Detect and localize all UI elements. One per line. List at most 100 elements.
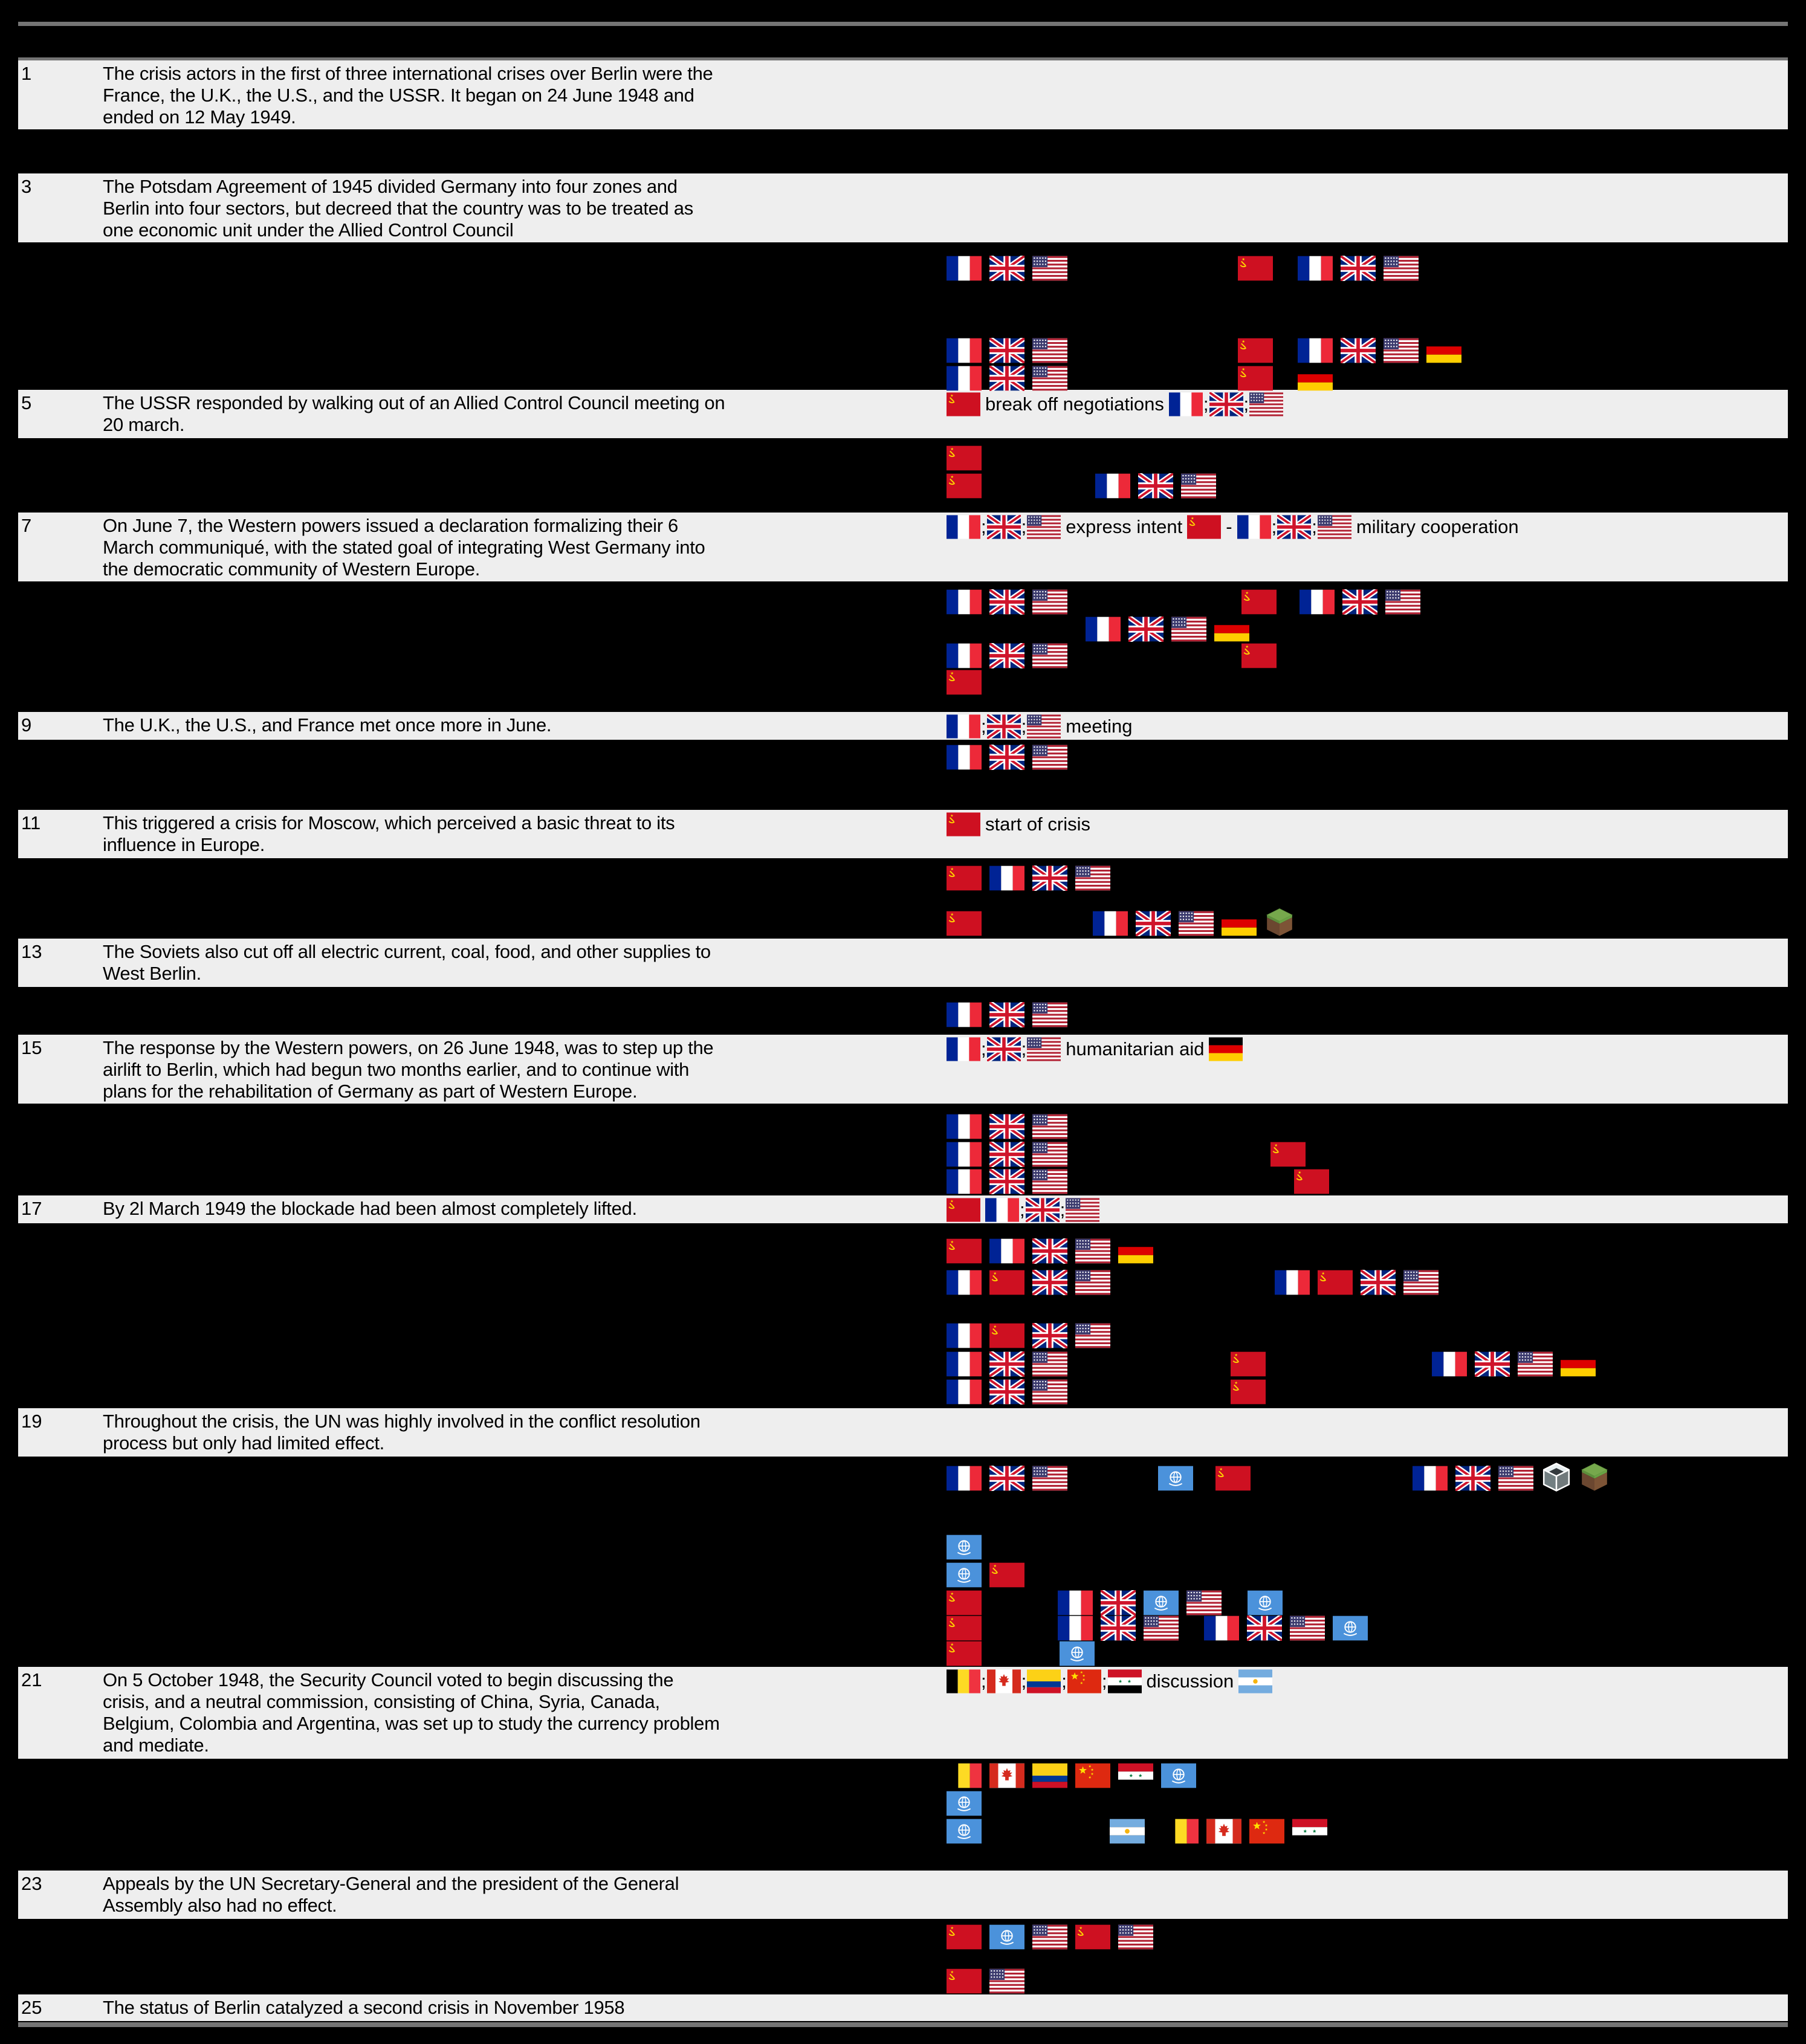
ussr-flag-icon — [947, 445, 982, 471]
row-text-line: Berlin into four sectors, but decreed th… — [103, 198, 693, 219]
un-flag-icon — [1144, 1590, 1179, 1615]
flag-group — [947, 1590, 982, 1616]
flag-group — [1058, 1590, 1222, 1616]
flag-group — [1413, 1462, 1610, 1492]
row-text: By 2l March 1949 the blockade had been a… — [103, 1198, 637, 1220]
flag-row — [0, 473, 1806, 499]
uk-flag-icon — [986, 1037, 1021, 1061]
row-text-line: process but only had limited effect. — [103, 1432, 384, 1454]
row-number: 23 — [21, 1873, 42, 1894]
ussr-flag-icon — [947, 865, 982, 891]
flag-group — [1248, 1590, 1283, 1616]
annotation-text: - — [1226, 516, 1232, 537]
uk-flag-icon — [986, 515, 1021, 539]
flag-group — [1231, 1351, 1266, 1377]
ussr-flag-icon — [989, 1270, 1024, 1295]
ussr-flag-icon — [947, 1968, 982, 1994]
france-flag-icon — [947, 1002, 982, 1027]
annotation-text: start of crisis — [985, 813, 1090, 835]
uk-flag-icon — [989, 1114, 1024, 1139]
flag-group — [947, 589, 1067, 615]
un-flag-icon — [1333, 1615, 1368, 1641]
usa-flag-icon — [1032, 589, 1067, 615]
france-flag-icon — [1275, 1270, 1310, 1295]
flag-group — [1238, 365, 1273, 392]
flag-group — [947, 255, 1067, 282]
ussr-flag-icon — [1294, 1169, 1329, 1194]
row-number: 19 — [21, 1411, 42, 1432]
flag-row — [0, 1762, 1806, 1789]
argentina-flag-icon — [1238, 1669, 1273, 1693]
flag-group — [947, 1615, 982, 1641]
un-flag-icon — [1248, 1590, 1283, 1615]
flag-row — [0, 1562, 1806, 1588]
usa-flag-icon — [1186, 1590, 1222, 1615]
usa-flag-icon — [1032, 366, 1067, 391]
row-annotation: ; ;; ; discussion — [947, 1667, 1273, 1695]
flag-group — [947, 1238, 1153, 1264]
france-flag-icon — [1237, 515, 1271, 539]
uk-flag-icon — [1101, 1590, 1136, 1615]
ussr-flag-icon — [1238, 338, 1273, 363]
flag-group — [947, 1269, 1110, 1296]
usa-flag-icon — [1027, 1037, 1061, 1061]
uk-flag-icon — [989, 1169, 1024, 1194]
usa-flag-icon — [1384, 256, 1419, 281]
un-flag-icon — [1060, 1641, 1095, 1666]
ussr-flag-icon — [1241, 589, 1277, 615]
uk-flag-icon — [989, 1351, 1024, 1377]
timeline-row-17: 17 By 2l March 1949 the blockade had been… — [18, 1195, 1788, 1223]
flag-group — [1058, 1615, 1179, 1641]
usa-flag-icon — [1032, 1924, 1067, 1950]
ussr-flag-icon — [947, 1590, 982, 1615]
flag-group — [1298, 337, 1461, 364]
france-flag-icon — [947, 515, 980, 539]
usa-flag-icon — [1032, 1142, 1067, 1167]
usa-flag-icon — [1075, 865, 1110, 891]
row-annotation: ; ; meeting — [947, 713, 1133, 740]
france-flag-icon — [947, 1114, 982, 1139]
timeline-row-25: 25 The status of Berlin catalyzed a secon… — [18, 1994, 1788, 2021]
row-text-line: airlift to Berlin, which had begun two m… — [103, 1059, 690, 1080]
row-text-line: Appeals by the UN Secretary-General and … — [103, 1873, 679, 1894]
flag-row — [0, 865, 1806, 891]
annotation-separator: ; — [1061, 1670, 1067, 1692]
france-flag-icon — [1299, 589, 1335, 615]
usa-flag-icon — [1171, 616, 1206, 642]
france-flag-icon — [989, 865, 1024, 891]
row-text-line: and mediate. — [103, 1735, 209, 1756]
annotation-text: humanitarian aid — [1066, 1038, 1205, 1059]
row-text-line: The U.K., the U.S., and France met once … — [103, 714, 552, 736]
china-flag-icon — [1249, 1819, 1284, 1844]
flag-row — [0, 1238, 1806, 1264]
germany-flag-icon — [1209, 1037, 1243, 1061]
ussr-flag-icon — [947, 1641, 982, 1666]
usa-flag-icon — [1290, 1615, 1325, 1641]
flag-row — [0, 1462, 1806, 1492]
china-flag-icon — [1075, 1763, 1110, 1788]
usa-flag-icon — [1075, 1238, 1110, 1264]
ussr-flag-icon — [1231, 1379, 1266, 1405]
un-flag-icon — [1161, 1763, 1196, 1788]
ussr-flag-icon — [947, 911, 982, 936]
flag-group — [1231, 1379, 1266, 1405]
flag-group — [947, 365, 1067, 392]
flag-row — [0, 1968, 1806, 1994]
canada-flag-icon — [1206, 1819, 1241, 1844]
annotation-separator: ; — [1060, 1199, 1066, 1220]
flag-group — [947, 1640, 982, 1667]
germany-flag-icon — [1561, 1351, 1596, 1377]
ussr-flag-icon — [1270, 1142, 1306, 1167]
ussr-flag-icon — [1075, 1924, 1110, 1950]
ussr-flag-icon — [947, 670, 982, 695]
row-text-line: the democratic community of Western Euro… — [103, 558, 481, 580]
flag-group — [947, 337, 1067, 364]
usa-flag-icon — [1032, 1002, 1067, 1027]
flag-group — [1095, 473, 1216, 499]
flag-row — [0, 1001, 1806, 1028]
ussr-flag-icon — [947, 1198, 980, 1222]
syria-flag-icon — [1292, 1819, 1327, 1844]
uk-flag-icon — [1032, 1270, 1067, 1295]
flag-group — [1110, 1818, 1145, 1845]
header-bar — [18, 57, 1788, 60]
